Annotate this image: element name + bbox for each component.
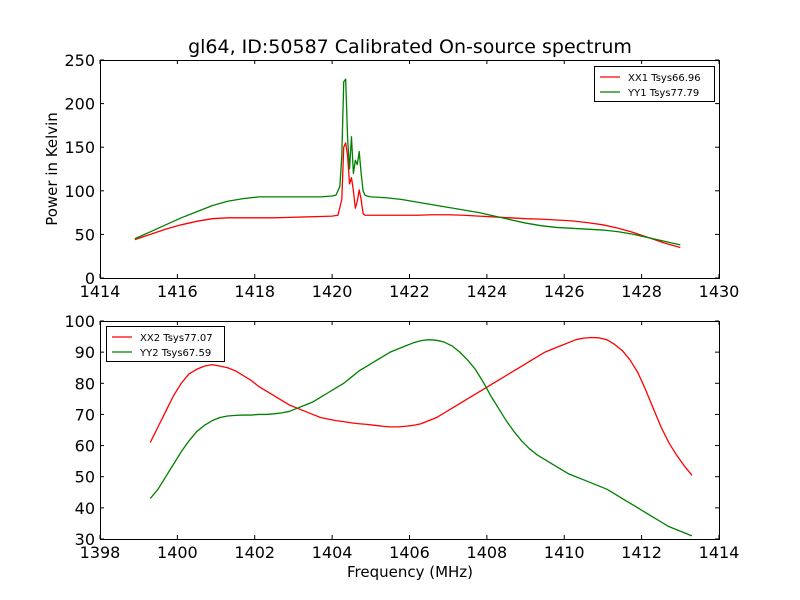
top-plot-xtick-label-4: 1422 [389,282,430,301]
top-plot-series-line-2 [134,78,681,246]
bottom-plot-ticks: 1398 1400 1402 1404 1406 1408 1410 1412 1414 30 40… [64,312,739,562]
bottom-plot-ytick-label-4: 70 [75,405,95,424]
top-plot-xtick-label-8: 1430 [699,282,740,301]
top-plot-ylabel: Power in Kelvin [43,112,61,226]
top-plot-ytick-label-3: 150 [64,138,95,157]
top-plot-ytick-label-0: 0 [85,269,95,288]
bottom-plot-legend-label-2: YY2 Tsys67.59 [139,348,211,359]
bottom-plot-series-line-2 [149,339,693,537]
bottom-plot-ytick-label-7: 100 [64,312,95,331]
top-plot-xtick-label-2: 1418 [234,282,275,301]
top-plot-xtick-label-3: 1420 [312,282,353,301]
top-plot-legend-box [594,66,715,102]
top-plot-xtick-label-0: 1414 [80,282,121,301]
bottom-plot-xtick-label-7: 1412 [621,543,662,562]
bottom-plot-xtick-label-3: 1404 [312,543,353,562]
bottom-plot-ytick-label-5: 80 [75,374,95,393]
top-plot-ytick-label-4: 200 [64,95,95,114]
top-plot-ytick-label-2: 100 [64,182,95,201]
bottom-plot-legend: XX2 Tsys77.07 YY2 Tsys67.59 [106,326,225,362]
top-plot-xtick-label-5: 1424 [467,282,508,301]
bottom-plot-series-line-1 [149,336,693,476]
top-plot-xtick-label-1: 1416 [157,282,198,301]
bottom-plot-ytick-label-2: 50 [75,468,95,487]
bottom-plot-xtick-label-0: 1398 [80,543,121,562]
bottom-plot-xtick-label-6: 1410 [544,543,585,562]
top-plot-legend-label-2: YY1 Tsys77.79 [627,88,699,99]
top-plot-series-line-1 [134,142,681,249]
top-plot-ytick-label-5: 250 [64,51,95,70]
bottom-plot-legend-label-1: XX2 Tsys77.07 [140,333,213,344]
bottom-plot-panel: 1398 1400 1402 1404 1406 1408 1410 1412 1414 30 40… [64,312,739,581]
top-plot-ytick-label-1: 50 [75,225,95,244]
bottom-plot-xlabel: Frequency (MHz) [347,563,473,581]
bottom-plot-xtick-label-5: 1408 [467,543,508,562]
bottom-plot-ytick-label-3: 60 [75,437,95,456]
top-plot-xtick-label-7: 1428 [621,282,662,301]
figure-title: gl64, ID:50587 Calibrated On-source spec… [188,36,632,58]
bottom-plot-xtick-label-2: 1402 [234,543,275,562]
top-plot-series [134,78,681,249]
bottom-plot-xtick-label-8: 1414 [699,543,740,562]
top-plot-legend: XX1 Tsys66.96 YY1 Tsys77.79 [594,66,715,102]
bottom-plot-ytick-label-0: 30 [75,530,95,549]
bottom-plot-series [149,336,693,537]
bottom-plot-ytick-label-1: 40 [75,499,95,518]
bottom-plot-xtick-label-1: 1400 [157,543,198,562]
bottom-plot-ytick-label-6: 90 [75,343,95,362]
top-plot-xtick-label-6: 1426 [544,282,585,301]
top-plot-panel: 1414 1416 1418 1420 1422 1424 1426 1428 1430 0 50 1… [43,51,739,301]
bottom-plot-legend-box [106,326,225,362]
top-plot-legend-label-1: XX1 Tsys66.96 [628,73,701,84]
bottom-plot-xtick-label-4: 1406 [389,543,430,562]
top-plot-ticks: 1414 1416 1418 1420 1422 1424 1426 1428 1430 0 50 1… [64,51,739,301]
